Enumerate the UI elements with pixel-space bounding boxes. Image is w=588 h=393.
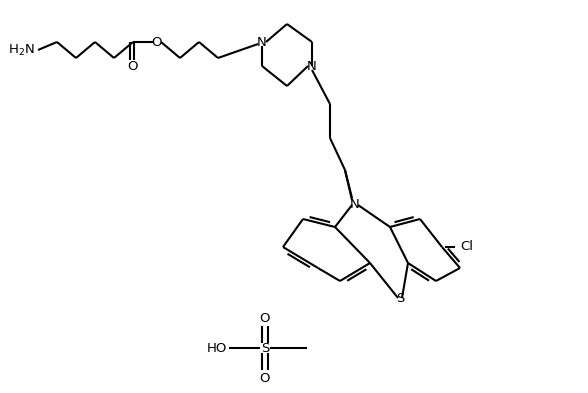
Text: S: S [261,342,269,354]
Text: S: S [396,292,404,305]
Text: O: O [260,312,270,325]
Text: H$_2$N: H$_2$N [8,42,35,57]
Text: O: O [152,35,162,48]
Text: N: N [257,35,267,48]
Text: O: O [127,61,137,73]
Text: N: N [307,59,317,72]
Text: Cl: Cl [460,241,473,253]
Text: O: O [260,371,270,384]
Text: HO: HO [207,342,227,354]
Text: N: N [350,198,360,211]
